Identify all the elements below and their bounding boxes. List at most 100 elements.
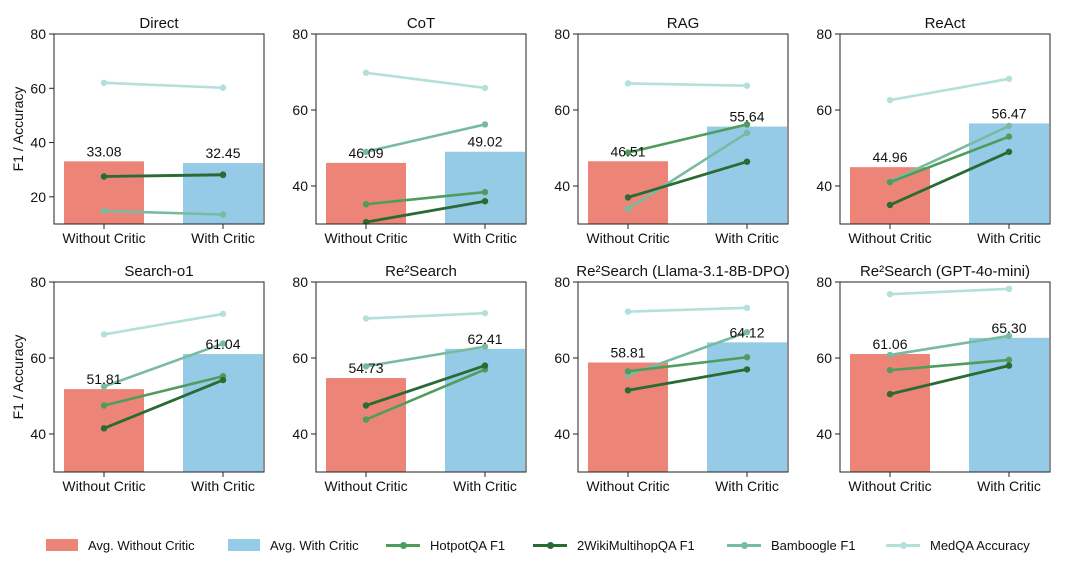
series-point: [886, 96, 894, 104]
bar-value-label: 44.96: [872, 149, 907, 165]
y-tick-label: 60: [30, 350, 46, 366]
bar-value-label: 32.45: [205, 145, 240, 161]
y-tick-label: 40: [292, 178, 308, 194]
series-point: [219, 171, 227, 178]
series-medqa-accuracy: [100, 79, 227, 91]
legend-label: HotpotQA F1: [430, 537, 506, 553]
plot-frame: [315, 281, 527, 473]
series-point: [100, 207, 108, 215]
legend-item-avg-without-critic: Avg. Without Critic: [46, 532, 195, 558]
series-line: [888, 124, 1011, 183]
series-medqa-accuracy: [886, 75, 1013, 104]
y-tick-label: 60: [30, 80, 46, 96]
series-point: [100, 383, 108, 390]
series-medqa-accuracy: [886, 285, 1013, 298]
axis-mask: [314, 224, 528, 231]
series-point: [1005, 332, 1013, 340]
series-bamboogle-f1: [362, 343, 489, 370]
bar-value-label: 33.08: [86, 143, 121, 159]
series-point: [219, 340, 227, 347]
y-tick-label: 20: [30, 189, 46, 205]
series-2wikimultihopqa-f1: [362, 362, 489, 409]
series-hotpotqa-f1: [624, 354, 751, 375]
bar-value-label: 51.81: [86, 371, 121, 387]
subplot-title: Re²Search (GPT-4o-mini): [860, 263, 1030, 280]
y-tick-label: 80: [30, 274, 46, 290]
series-line: [364, 71, 487, 90]
legend: Avg. Without Critic Avg. With Critic Hot…: [0, 532, 1080, 558]
x-tick-label: Without Critic: [848, 230, 931, 246]
x-tick-label: With Critic: [977, 230, 1041, 246]
series-line: [102, 374, 225, 407]
y-tick-label: 40: [554, 178, 570, 194]
series-point: [624, 194, 632, 201]
series-line: [364, 190, 487, 206]
subplot-search-o1: 51.81 61.04 40 60 80 Without Critic With Criti…: [10, 263, 266, 494]
x-tick-label: With Critic: [191, 230, 255, 246]
series-medqa-accuracy: [624, 304, 751, 315]
series-hotpotqa-f1: [624, 121, 751, 156]
bar-avg-without-critic: [588, 161, 668, 224]
series-point: [219, 310, 227, 318]
series-point: [219, 211, 227, 218]
series-line: [888, 150, 1011, 207]
series-point: [624, 80, 632, 87]
series-line: [102, 209, 225, 216]
series-point: [1005, 362, 1013, 369]
y-tick-label: 80: [554, 26, 570, 42]
bar-avg-without-critic: [850, 167, 930, 224]
series-point: [743, 82, 751, 89]
series-point: [362, 402, 370, 409]
subplot-rag: 46.51 55.64 40 60 80 Without Critic With Criti…: [554, 15, 790, 246]
series-point: [219, 376, 227, 384]
y-tick-label: 60: [292, 350, 308, 366]
series-point: [481, 188, 489, 196]
series-point: [481, 84, 489, 92]
series-hotpotqa-f1: [886, 356, 1013, 374]
series-point: [1005, 356, 1013, 364]
bar-value-label: 46.51: [610, 143, 645, 159]
y-tick-label: 60: [292, 102, 308, 118]
subplot-title: Search-o1: [124, 263, 193, 280]
series-line: [102, 342, 225, 388]
legend-swatch-avg-without-critic: [46, 539, 78, 551]
series-point: [743, 366, 751, 373]
axis-mask: [52, 472, 266, 479]
bar-avg-without-critic: [326, 162, 406, 224]
series-point: [624, 205, 632, 212]
bar-avg-without-critic: [588, 362, 668, 472]
bar-avg-without-critic: [850, 353, 930, 472]
bar-value-label: 56.47: [991, 105, 1026, 121]
plot-frame: [577, 33, 789, 225]
subplot-react: 44.96 56.47 40 60 80 Without Critic With Criti…: [816, 15, 1052, 246]
plot-frame: [53, 33, 265, 225]
series-point: [100, 402, 108, 409]
legend-item-2wikimultihopqa: 2WikiMultihopQA F1: [533, 532, 695, 558]
y-tick-label: 60: [554, 102, 570, 118]
y-tick-label: 80: [816, 26, 832, 42]
series-point: [481, 121, 489, 128]
bar-avg-with-critic: [969, 123, 1049, 224]
series-point: [362, 315, 370, 322]
subplot-title: CoT: [407, 15, 435, 32]
y-tick-label: 40: [30, 426, 46, 442]
subplot-re-search-gpt-4o-mini: 61.06 65.30 40 60 80 Without Critic With Criti…: [816, 263, 1052, 494]
axis-mask: [838, 224, 1052, 231]
series-line: [626, 355, 749, 373]
series-point: [362, 148, 370, 155]
series-bamboogle-f1: [100, 207, 227, 218]
subplot-cot: 46.09 49.02 40 60 80 Without Critic With Criti…: [292, 15, 528, 246]
series-line: [888, 358, 1011, 372]
x-tick-label: With Critic: [453, 230, 517, 246]
series-point: [100, 173, 108, 180]
legend-label: Bamboogle F1: [771, 537, 856, 553]
x-tick-label: With Critic: [977, 478, 1041, 494]
series-point: [100, 331, 108, 338]
series-2wikimultihopqa-f1: [100, 376, 227, 432]
subplot-title: Re²Search: [385, 263, 457, 280]
x-tick-label: Without Critic: [324, 230, 407, 246]
series-bamboogle-f1: [624, 129, 751, 212]
bar-avg-with-critic: [707, 342, 787, 472]
legend-item-bamboogle: Bamboogle F1: [727, 532, 856, 558]
y-tick-label: 40: [554, 426, 570, 442]
